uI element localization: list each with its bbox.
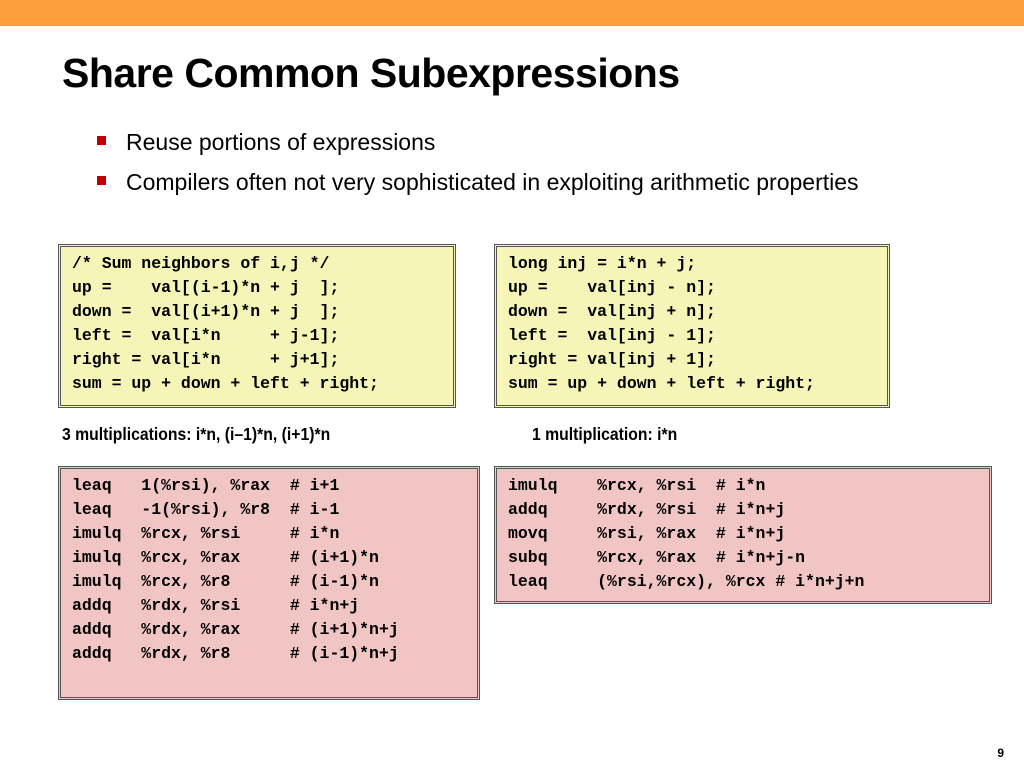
code-line: /* Sum neighbors of i,j */ bbox=[72, 254, 330, 273]
code-line: addq %rdx, %rsi # i*n+j bbox=[508, 500, 786, 519]
code-line: down = val[(i+1)*n + j ]; bbox=[72, 302, 340, 321]
code-line: sum = up + down + left + right; bbox=[508, 374, 815, 393]
code-line: imulq %rcx, %rsi # i*n bbox=[72, 524, 340, 543]
code-line: addq %rdx, %rsi # i*n+j bbox=[72, 596, 360, 615]
asm-code-shared-box: imulq %rcx, %rsi # i*n addq %rdx, %rsi #… bbox=[494, 466, 992, 604]
code-line: left = val[i*n + j-1]; bbox=[72, 326, 340, 345]
code-line: long inj = i*n + j; bbox=[508, 254, 697, 273]
bullet-list: Reuse portions of expressions Compilers … bbox=[96, 126, 916, 206]
code-line: imulq %rcx, %rax # (i+1)*n bbox=[72, 548, 379, 567]
bullet-text: Reuse portions of expressions bbox=[126, 129, 436, 155]
code-line: right = val[i*n + j+1]; bbox=[72, 350, 340, 369]
page-number: 9 bbox=[997, 746, 1004, 760]
code-line: leaq (%rsi,%rcx), %rcx # i*n+j+n bbox=[508, 572, 865, 591]
code-line: up = val[(i-1)*n + j ]; bbox=[72, 278, 340, 297]
code-line: imulq %rcx, %rsi # i*n bbox=[508, 476, 766, 495]
code-line: right = val[inj + 1]; bbox=[508, 350, 716, 369]
slide-title: Share Common Subexpressions bbox=[62, 50, 680, 96]
c-code-shared-box: long inj = i*n + j; up = val[inj - n]; d… bbox=[494, 244, 890, 408]
top-accent-bar bbox=[0, 0, 1024, 26]
caption-shared: 1 multiplication: i*n bbox=[532, 424, 678, 444]
code-line: imulq %rcx, %r8 # (i-1)*n bbox=[72, 572, 379, 591]
c-code-naive-box: /* Sum neighbors of i,j */ up = val[(i-1… bbox=[58, 244, 456, 408]
code-line: addq %rdx, %r8 # (i-1)*n+j bbox=[72, 644, 399, 663]
square-bullet-icon bbox=[97, 136, 106, 145]
square-bullet-icon bbox=[97, 176, 106, 185]
asm-code-naive-box: leaq 1(%rsi), %rax # i+1 leaq -1(%rsi), … bbox=[58, 466, 480, 700]
caption-naive: 3 multiplications: i*n, (i–1)*n, (i+1)*n bbox=[62, 424, 331, 444]
bullet-text: Compilers often not very sophisticated i… bbox=[126, 169, 859, 195]
code-line: subq %rcx, %rax # i*n+j-n bbox=[508, 548, 806, 567]
code-line: leaq -1(%rsi), %r8 # i-1 bbox=[72, 500, 340, 519]
bullet-item: Compilers often not very sophisticated i… bbox=[96, 166, 916, 198]
bullet-item: Reuse portions of expressions bbox=[96, 126, 916, 158]
code-line: down = val[inj + n]; bbox=[508, 302, 716, 321]
code-line: addq %rdx, %rax # (i+1)*n+j bbox=[72, 620, 399, 639]
code-line: leaq 1(%rsi), %rax # i+1 bbox=[72, 476, 340, 495]
code-line: left = val[inj - 1]; bbox=[508, 326, 716, 345]
code-line: up = val[inj - n]; bbox=[508, 278, 716, 297]
code-line: sum = up + down + left + right; bbox=[72, 374, 379, 393]
code-line: movq %rsi, %rax # i*n+j bbox=[508, 524, 786, 543]
